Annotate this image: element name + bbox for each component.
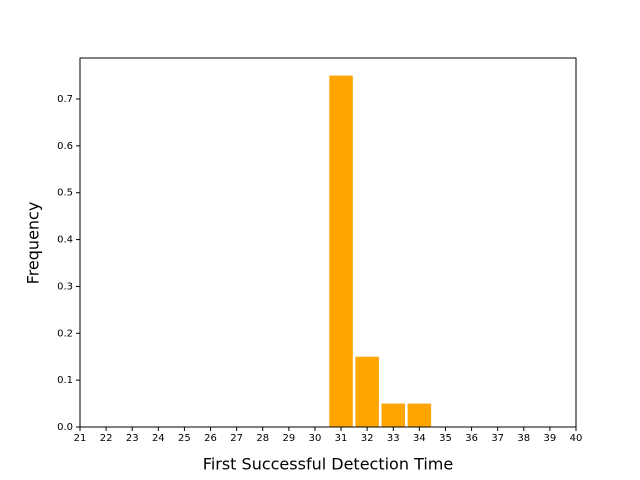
y-tick-label: 0.0 (57, 422, 73, 433)
x-tick-label: 27 (230, 433, 243, 444)
x-tick-label: 22 (100, 433, 113, 444)
x-tick-label: 26 (204, 433, 217, 444)
y-tick-label: 0.4 (57, 235, 73, 246)
bar (329, 75, 353, 428)
x-tick-label: 37 (491, 433, 504, 444)
y-axis-title: Frequency (24, 202, 43, 285)
x-tick-label: 40 (570, 433, 583, 444)
x-axis-title: First Successful Detection Time (203, 455, 453, 474)
x-tick-label: 33 (387, 433, 400, 444)
x-tick-label: 36 (465, 433, 478, 444)
y-tick-label: 0.2 (57, 328, 73, 339)
x-tick-label: 25 (178, 433, 191, 444)
x-tick-label: 38 (517, 433, 530, 444)
y-tick-label: 0.5 (57, 188, 73, 199)
y-tick-label: 0.3 (57, 281, 73, 292)
bar (355, 356, 379, 427)
x-tick-label: 30 (309, 433, 322, 444)
x-tick-label: 21 (74, 433, 87, 444)
x-tick-label: 39 (544, 433, 557, 444)
y-tick-label: 0.7 (57, 94, 73, 105)
x-tick-label: 28 (256, 433, 269, 444)
x-tick-label: 31 (335, 433, 348, 444)
x-tick-label: 35 (439, 433, 452, 444)
y-tick-label: 0.1 (57, 375, 73, 386)
x-tick-label: 29 (282, 433, 295, 444)
x-tick-label: 34 (413, 433, 426, 444)
x-tick-label: 32 (361, 433, 374, 444)
bar (381, 403, 406, 427)
x-tick-label: 23 (126, 433, 139, 444)
x-tick-label: 24 (152, 433, 165, 444)
y-tick-label: 0.6 (57, 141, 73, 152)
bar (407, 403, 432, 427)
plot-frame (79, 57, 577, 428)
